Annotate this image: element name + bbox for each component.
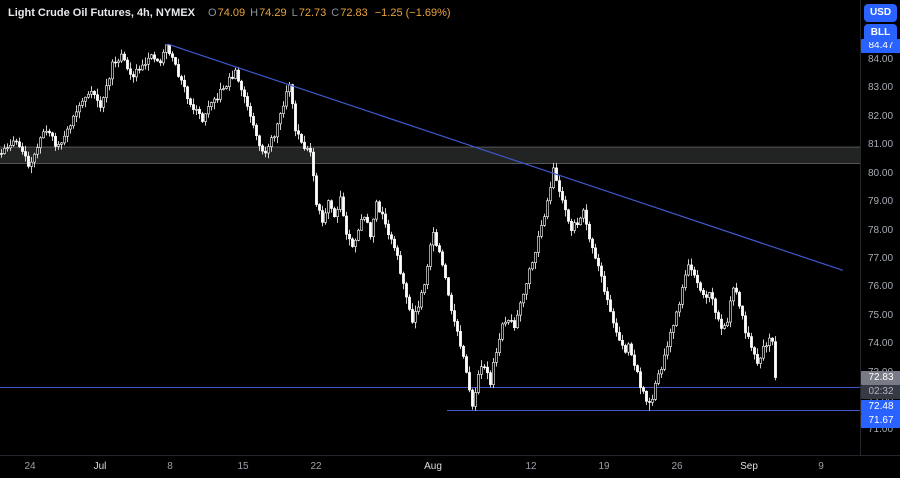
usd-button[interactable]: USD	[864, 4, 897, 22]
change-value: −1.25 (−1.69%)	[374, 7, 451, 19]
time-tick: 8	[167, 461, 173, 472]
symbol-title[interactable]: Light Crude Oil Futures, 4h, NYMEX	[8, 7, 196, 19]
price-tick: 81.00	[867, 139, 894, 151]
open-value: 74.09	[217, 7, 246, 19]
candles-series	[0, 44, 777, 411]
support-2-label: 71.67	[861, 414, 900, 429]
time-tick: 19	[598, 461, 610, 472]
time-tick-month: Aug	[424, 461, 442, 472]
price-tick: 79.00	[867, 196, 894, 207]
price-tick: 80.00	[867, 167, 894, 179]
trend-high-label: 84.47	[861, 39, 900, 54]
last-price-label: 72.83	[861, 370, 900, 385]
open-label: O	[208, 7, 217, 19]
time-tick: 9	[818, 461, 824, 472]
price-tick: 71.00	[867, 423, 894, 435]
close-label: C	[331, 7, 340, 19]
time-tick: 26	[671, 461, 683, 472]
bll-button[interactable]: BLL	[864, 24, 897, 42]
low-value: 72.73	[298, 7, 327, 19]
price-tick: 77.00	[867, 252, 894, 264]
ohlc-close: C72.83	[326, 7, 367, 19]
time-tick: 12	[525, 461, 537, 472]
time-tick: 22	[310, 461, 322, 472]
price-tick: 75.00	[867, 309, 894, 321]
time-tick: 15	[237, 461, 249, 472]
price-tick: 83.00	[867, 82, 894, 94]
countdown-label: 02:32	[861, 385, 900, 400]
time-tick-month: Sep	[740, 461, 758, 472]
price-tick: 84.00	[867, 53, 894, 65]
price-tick: 74.00	[867, 338, 894, 350]
ohlc-low: L72.73	[287, 7, 327, 19]
candlestick-chart[interactable]	[0, 0, 860, 455]
symbol-legend: Light Crude Oil Futures, 4h, NYMEX O74.0…	[8, 7, 451, 19]
ohlc-high: H74.29	[245, 7, 286, 19]
support-1-label: 72.48	[861, 399, 900, 414]
price-tick: 82.00	[867, 110, 894, 122]
ohlc-open: O74.09	[203, 7, 245, 19]
high-value: 74.29	[259, 7, 287, 19]
high-label: H	[250, 7, 259, 19]
time-tick: 24	[24, 461, 36, 472]
descending-trendline[interactable]	[167, 43, 843, 271]
resistance-band[interactable]	[0, 146, 860, 165]
price-axis[interactable]: 84.00 83.00 82.00 81.00 80.00 79.00 78.00 77.00…	[860, 0, 900, 455]
unit-toggle: USD BLL	[864, 4, 897, 42]
price-tick: 78.00	[867, 224, 894, 236]
time-axis[interactable]: 24 Jul 8 15 22 Aug 12 19 26 Sep 9	[0, 455, 900, 478]
low-label: L	[291, 7, 298, 19]
close-value: 72.83	[340, 7, 368, 19]
price-tick: 76.00	[867, 281, 894, 293]
time-tick-month: Jul	[93, 461, 107, 472]
